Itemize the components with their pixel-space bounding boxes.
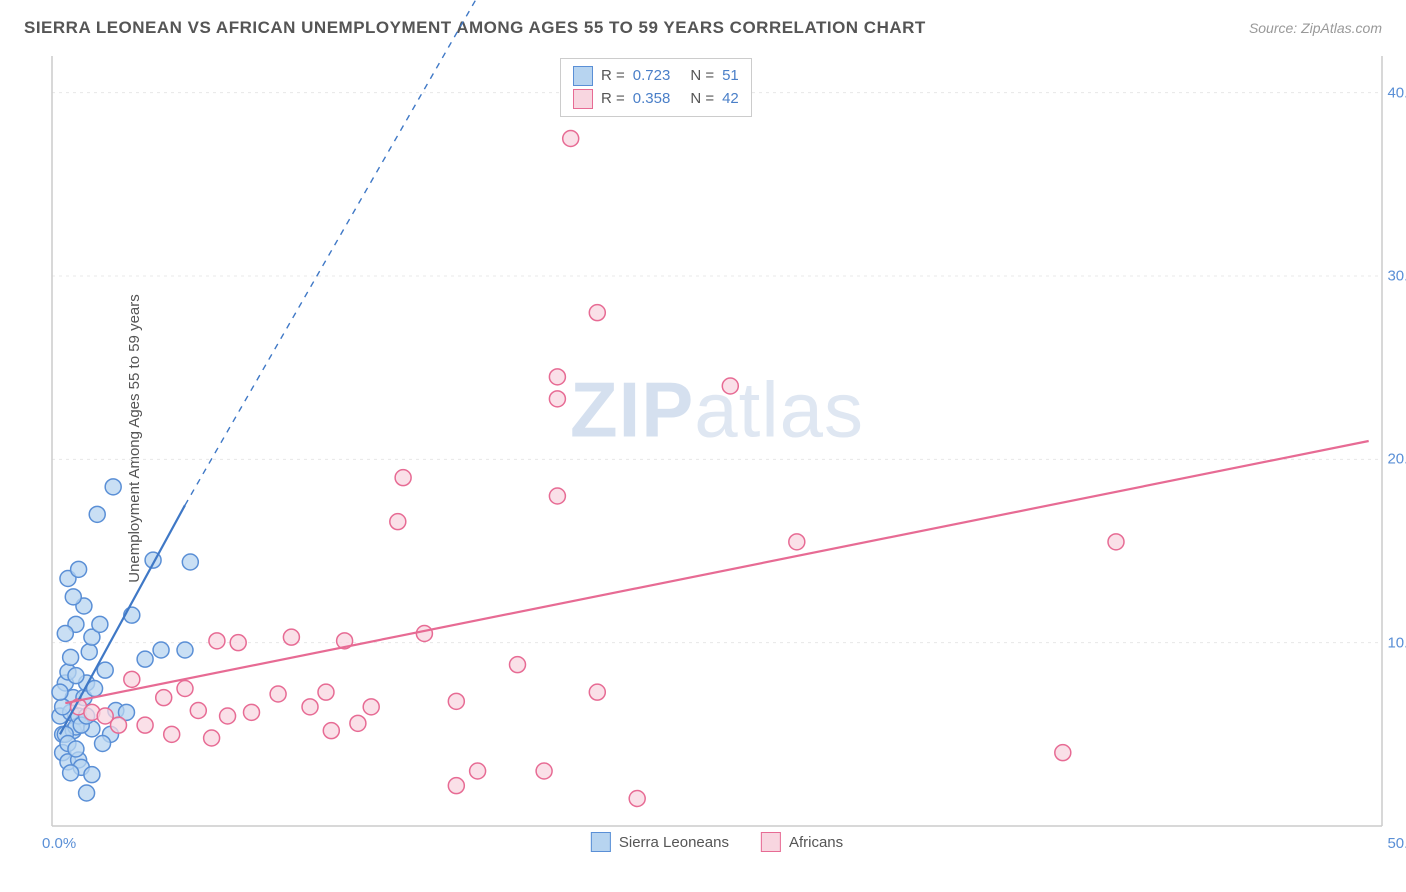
y-tick-label: 10.0% bbox=[1387, 634, 1406, 651]
legend-swatch bbox=[573, 89, 593, 109]
scatter-plot-svg bbox=[52, 56, 1382, 826]
legend-swatch bbox=[591, 832, 611, 852]
legend-top-row: R = 0.358 N = 42 bbox=[573, 88, 739, 111]
y-tick-label: 30.0% bbox=[1387, 268, 1406, 285]
legend-top-row: R = 0.723 N = 51 bbox=[573, 65, 739, 88]
x-origin-label: 0.0% bbox=[42, 835, 76, 852]
plot-area: ZIPatlas 10.0%20.0%30.0%40.0% 0.0% 50.0%… bbox=[52, 56, 1382, 826]
legend-top: R = 0.723 N = 51 R = 0.358 N = 42 bbox=[560, 58, 752, 117]
legend-bottom-item: Sierra Leoneans bbox=[591, 832, 729, 852]
y-tick-label: 40.0% bbox=[1387, 84, 1406, 101]
chart-title: SIERRA LEONEAN VS AFRICAN UNEMPLOYMENT A… bbox=[24, 18, 926, 38]
x-max-label: 50.0% bbox=[1387, 835, 1406, 852]
legend-swatch bbox=[573, 66, 593, 86]
legend-bottom-item: Africans bbox=[761, 832, 843, 852]
source-label: Source: ZipAtlas.com bbox=[1249, 20, 1382, 36]
legend-bottom: Sierra Leoneans Africans bbox=[591, 832, 843, 852]
y-tick-label: 20.0% bbox=[1387, 451, 1406, 468]
legend-swatch bbox=[761, 832, 781, 852]
